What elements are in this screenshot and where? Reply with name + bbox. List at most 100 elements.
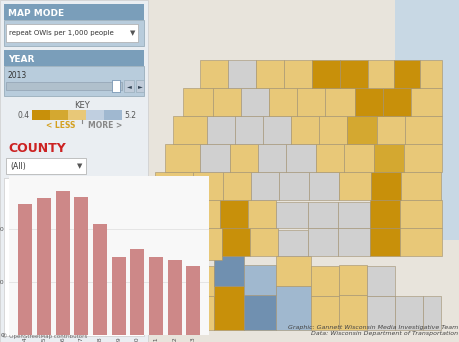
Bar <box>429 160 459 240</box>
Bar <box>184 296 213 330</box>
Bar <box>6 158 86 174</box>
Bar <box>151 290 184 330</box>
Bar <box>4 50 144 66</box>
Bar <box>140 0 459 342</box>
Bar <box>165 144 200 172</box>
Bar <box>213 286 243 330</box>
Bar <box>318 116 346 144</box>
Bar <box>50 110 68 120</box>
Bar <box>275 256 310 286</box>
Bar <box>222 228 249 256</box>
Bar <box>56 191 69 335</box>
Bar <box>339 60 367 88</box>
Text: YEAR: YEAR <box>8 54 34 64</box>
Bar <box>382 88 410 116</box>
Bar <box>354 88 382 116</box>
Bar <box>0 0 148 342</box>
Bar <box>394 0 459 80</box>
Bar <box>151 260 184 290</box>
Bar <box>213 256 243 286</box>
Bar <box>403 144 441 172</box>
Bar <box>241 88 269 116</box>
Bar <box>297 88 325 116</box>
Bar <box>112 257 125 335</box>
Bar <box>399 228 441 256</box>
Text: ▼: ▼ <box>77 163 83 169</box>
Bar <box>269 88 297 116</box>
Bar <box>308 202 337 228</box>
Text: (All): (All) <box>10 161 26 171</box>
Bar <box>337 228 369 256</box>
Bar <box>308 228 337 256</box>
Bar <box>6 82 122 90</box>
Bar <box>200 144 230 172</box>
Text: 0.4: 0.4 <box>18 110 30 119</box>
Bar <box>366 296 394 330</box>
Bar <box>104 110 122 120</box>
Bar <box>4 20 144 46</box>
Bar <box>410 88 441 116</box>
Bar <box>325 88 354 116</box>
Bar <box>373 144 403 172</box>
Bar <box>310 266 338 296</box>
Bar <box>393 60 419 88</box>
Bar <box>151 228 190 260</box>
Text: MAP MODE: MAP MODE <box>8 9 64 17</box>
Bar <box>346 116 376 144</box>
Bar <box>112 80 120 92</box>
Text: COUNTY: COUNTY <box>8 142 66 155</box>
Bar <box>124 80 134 92</box>
Bar <box>188 200 219 228</box>
Bar <box>155 172 193 200</box>
Bar <box>167 260 181 335</box>
Bar <box>6 24 138 42</box>
Bar <box>207 116 235 144</box>
Bar <box>370 172 400 200</box>
Bar <box>308 172 338 200</box>
Text: ►: ► <box>137 84 142 90</box>
Bar <box>183 88 213 116</box>
Text: repeat OWIs per 1,000 people: repeat OWIs per 1,000 people <box>9 30 113 36</box>
Bar <box>394 296 422 330</box>
Bar <box>376 116 404 144</box>
Bar <box>291 116 318 144</box>
Bar <box>275 202 308 228</box>
Bar <box>419 60 441 88</box>
Text: Graphic: Gannett Wisconsin Media Investigative Team
Data: Wisconsin Department o: Graphic: Gannett Wisconsin Media Investi… <box>287 325 457 336</box>
Bar <box>4 178 144 336</box>
Bar <box>404 116 441 144</box>
Bar <box>367 60 393 88</box>
Bar <box>4 4 144 20</box>
Bar <box>213 88 241 116</box>
Bar <box>315 144 343 172</box>
Bar <box>369 200 399 228</box>
Bar <box>223 172 251 200</box>
Bar <box>130 249 144 335</box>
Bar <box>285 144 315 172</box>
Bar <box>283 60 311 88</box>
Text: ▼: ▼ <box>130 30 135 36</box>
Bar <box>173 116 207 144</box>
Bar <box>37 198 51 335</box>
Bar <box>149 257 162 335</box>
Text: © OpenStreetMap contributors: © OpenStreetMap contributors <box>2 333 87 339</box>
Text: 2013: 2013 <box>8 70 27 79</box>
Bar <box>235 116 263 144</box>
Text: 5.2: 5.2 <box>124 110 136 119</box>
Bar <box>4 66 144 96</box>
Bar <box>193 172 223 200</box>
Bar <box>251 172 279 200</box>
Bar <box>366 266 394 296</box>
Bar <box>200 60 228 88</box>
Bar <box>184 266 213 296</box>
Bar <box>311 60 339 88</box>
Bar <box>68 110 86 120</box>
Bar <box>74 197 88 335</box>
Bar <box>257 144 285 172</box>
Bar <box>337 202 369 228</box>
Bar <box>243 265 275 295</box>
Bar <box>263 116 291 144</box>
Text: MORE >: MORE > <box>88 120 122 130</box>
Bar <box>228 60 256 88</box>
Bar <box>190 228 222 260</box>
